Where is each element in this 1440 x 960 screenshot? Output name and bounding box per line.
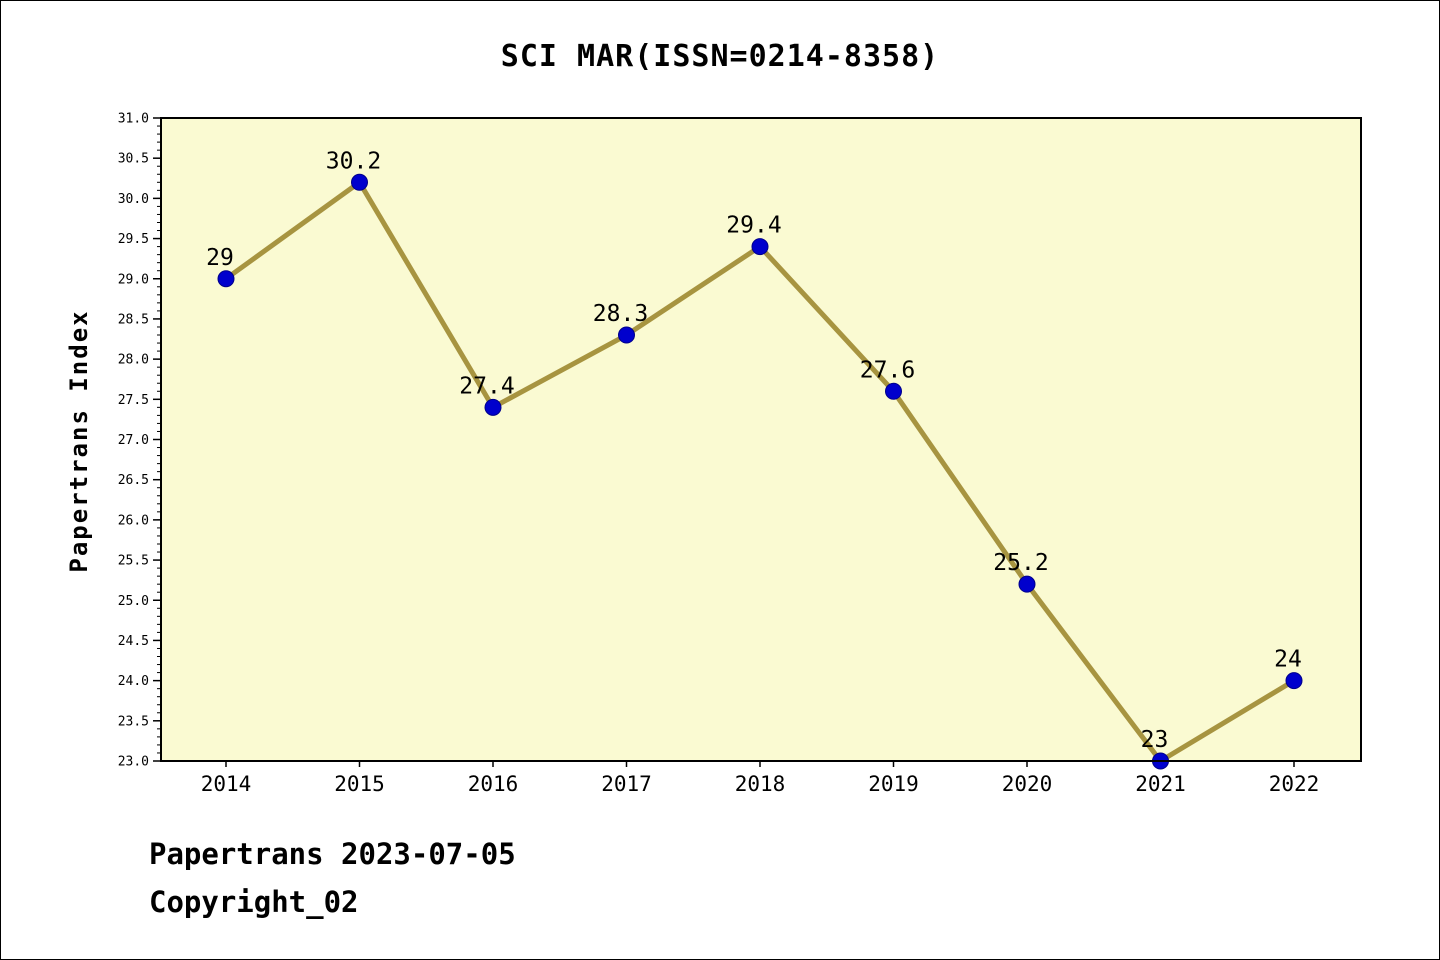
point-value-label: 27.4 (459, 373, 514, 399)
data-point-marker (1285, 672, 1303, 690)
x-tick-label: 2022 (1269, 772, 1320, 796)
y-tick-label: 27.0 (118, 433, 149, 448)
y-tick-label: 29.5 (118, 232, 149, 247)
x-tick-label: 2014 (201, 772, 252, 796)
y-tick-label: 26.0 (118, 513, 149, 528)
y-tick-label: 24.0 (118, 674, 149, 689)
x-axis-ticks: 2014 2015 2016 2017 2018 2019 2020 2021 2022 (201, 761, 1320, 796)
y-tick-label: 28.0 (118, 353, 149, 368)
data-point-marker (751, 238, 769, 256)
y-tick-label: 23.5 (118, 714, 149, 729)
footer-date: Papertrans 2023-07-05 (149, 837, 516, 871)
x-tick-label: 2019 (868, 772, 919, 796)
plot-background (161, 118, 1361, 761)
point-value-label: 23 (1141, 727, 1169, 753)
plot-border (160, 117, 1362, 762)
data-points (217, 173, 1303, 770)
point-value-label: 28.3 (593, 301, 648, 327)
footer-copyright: Copyright_02 (149, 885, 359, 919)
x-tick-label: 2020 (1002, 772, 1053, 796)
point-labels: 29 30.2 27.4 28.3 29.4 27.6 25.2 23 24 (206, 148, 1302, 753)
point-value-label: 30.2 (326, 148, 381, 174)
y-tick-label: 25.5 (118, 554, 149, 569)
x-tick-label: 2018 (735, 772, 786, 796)
data-point-marker (351, 173, 368, 191)
x-tick-label: 2021 (1135, 772, 1186, 796)
point-value-label: 27.6 (860, 357, 915, 383)
y-tick-label: 30.5 (118, 152, 149, 167)
point-value-label: 29 (206, 245, 234, 271)
data-point-marker (1018, 575, 1036, 593)
point-value-label: 25.2 (993, 550, 1048, 576)
x-tick-label: 2017 (601, 772, 652, 796)
y-tick-label: 26.5 (118, 473, 149, 488)
y-tick-label: 24.5 (118, 634, 149, 649)
data-point-marker (484, 398, 502, 416)
data-point-marker (217, 270, 235, 288)
y-tick-label: 31.0 (118, 112, 149, 127)
point-value-label: 29.4 (726, 213, 781, 239)
y-tick-label: 23.0 (118, 755, 149, 770)
x-tick-label: 2016 (468, 772, 519, 796)
y-tick-label: 27.5 (118, 393, 149, 408)
data-point-marker (618, 326, 635, 344)
y-tick-label: 25.0 (118, 594, 149, 609)
x-tick-label: 2015 (334, 772, 385, 796)
y-tick-label: 30.0 (118, 192, 149, 207)
y-tick-label: 29.0 (118, 272, 149, 287)
point-value-label: 24 (1274, 647, 1302, 673)
chart-title: SCI MAR(ISSN=0214-8358) (500, 39, 940, 74)
y-tick-label: 28.5 (118, 312, 149, 327)
y-axis-ticks: 23.0 23.5 24.0 24.5 25.0 25.5 26.0 26.5 27.0 27.5… (118, 112, 161, 770)
data-point-marker (885, 382, 902, 400)
